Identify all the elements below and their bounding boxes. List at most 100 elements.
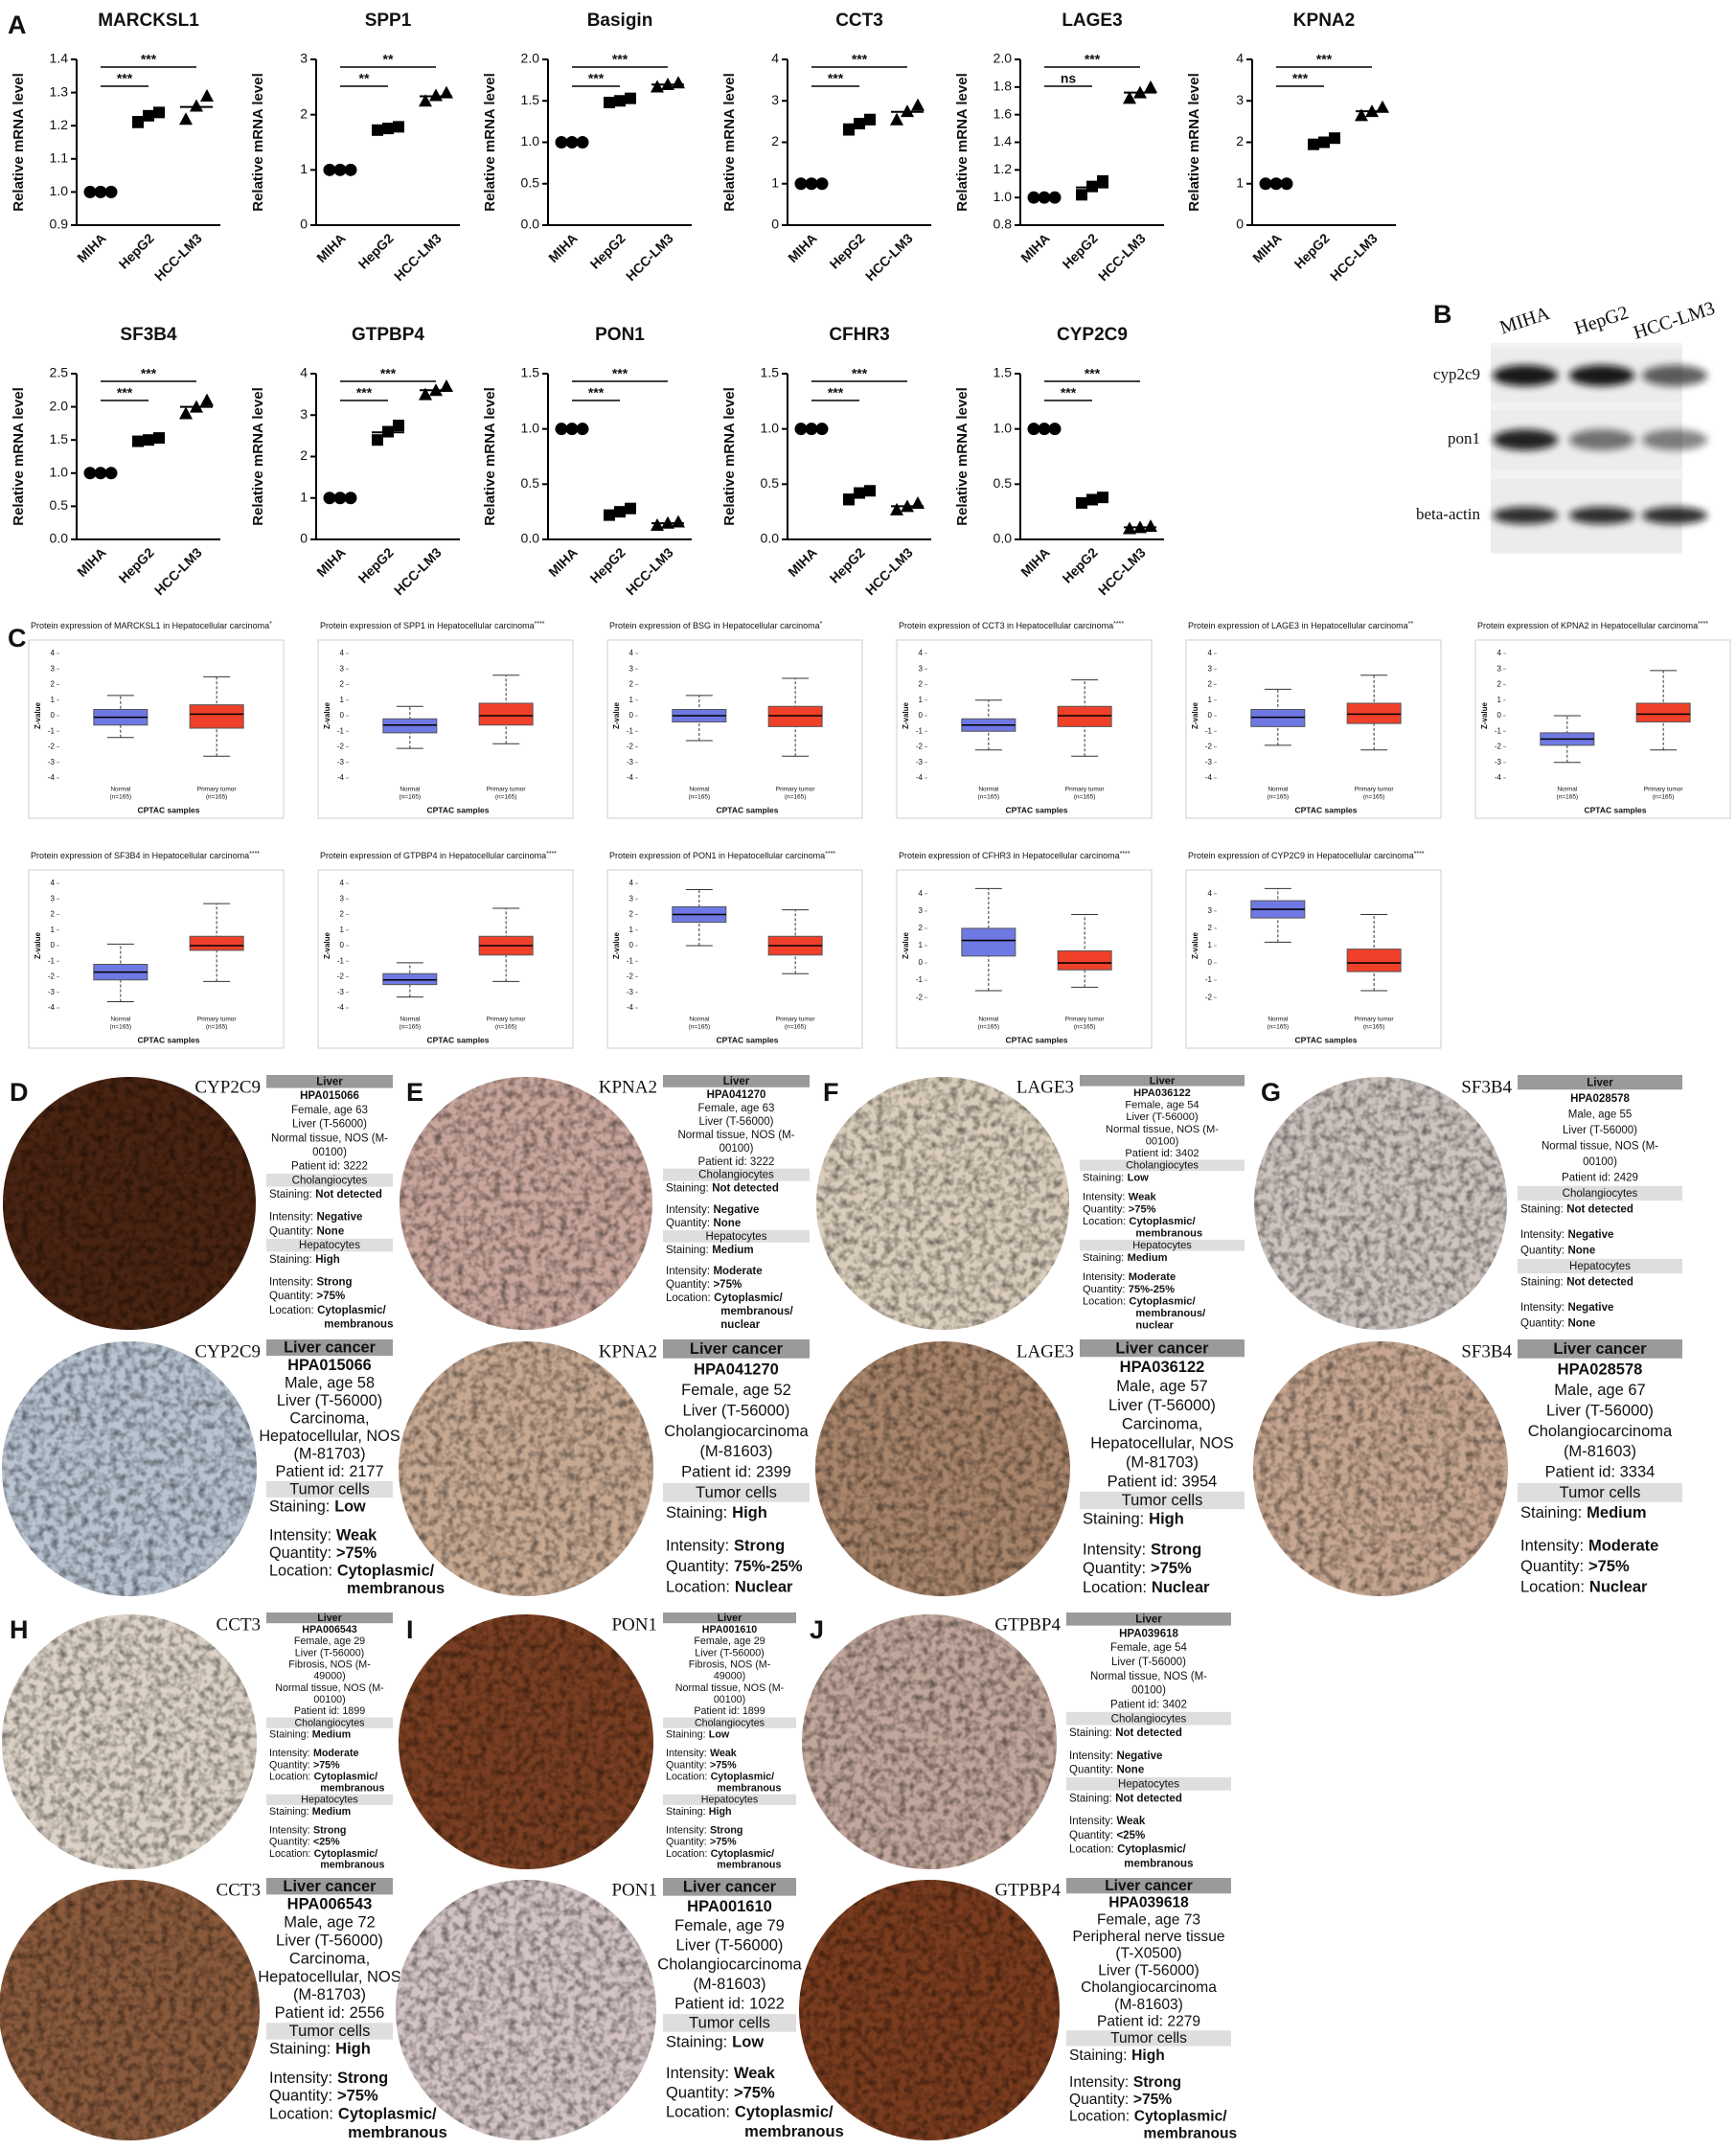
x-tick-note: (n=165): [400, 1024, 422, 1031]
info-row: Quantity: <25%: [269, 1836, 340, 1847]
info-row-value: membranous: [347, 1580, 445, 1597]
x-tick-note: (n=165): [785, 794, 807, 801]
point: [1308, 138, 1319, 150]
y-tick-label: 1: [1497, 696, 1502, 704]
tissue-texture: [2, 1341, 257, 1596]
x-axis-label: CPTAC samples: [1005, 1035, 1067, 1044]
point: [153, 106, 165, 119]
point: [333, 492, 347, 505]
info-row-label: Quantity:: [1083, 1561, 1146, 1578]
info-row: Staining: Not detected: [269, 1189, 382, 1201]
info-header-text: Liver: [1587, 1077, 1613, 1088]
info-row-label: Intensity:: [1520, 1538, 1584, 1555]
info-row-label: Staining:: [666, 1245, 709, 1256]
sample-info: (M-81703): [293, 1446, 365, 1463]
info-row: Intensity: Strong: [269, 2070, 388, 2087]
info-row-value: Cytoplasmic/: [314, 1848, 378, 1860]
y-tick-label: 1: [629, 926, 634, 934]
y-tick-label: 4: [1236, 51, 1244, 66]
point: [190, 400, 203, 413]
title-text: Protein expression of GTPBP4 in Hepatoce…: [320, 851, 546, 860]
section-bar: [1080, 1159, 1245, 1172]
info-row: Quantity: >75%: [666, 2085, 775, 2102]
info-row-value: Cytoplasmic/: [735, 2104, 834, 2121]
point: [179, 406, 193, 420]
info-row-value: Not detected: [1115, 1727, 1182, 1739]
x-tick-note: (n=165): [785, 1024, 807, 1031]
sample-info: Patient id: 2556: [275, 2004, 385, 2022]
info-row-label: Location:: [269, 1305, 314, 1316]
antibody-id: HPA001610: [687, 1898, 772, 1915]
point: [576, 136, 589, 149]
info-row-value: >75%: [337, 2088, 378, 2105]
y-axis-label: Relative mRNA level: [482, 387, 498, 526]
title-text: Protein expression of SPP1 in Hepatocell…: [320, 621, 535, 630]
significance-label: ***: [588, 71, 605, 86]
sample-info: Patient id: 3334: [1545, 1464, 1656, 1481]
y-tick-label: -4: [48, 1003, 56, 1012]
info-row: Staining: High: [269, 2041, 371, 2058]
y-tick-label: 4: [340, 649, 345, 657]
plot-frame: [317, 869, 574, 1049]
info-header-text: Liver cancer: [1105, 1878, 1193, 1894]
info-row: Location: Cytoplasmic/: [1069, 2109, 1227, 2125]
band: [1642, 365, 1707, 386]
section-bar: [663, 1794, 796, 1805]
band: [1569, 429, 1634, 450]
point: [815, 423, 829, 436]
info-row-label: Quantity:: [1083, 1203, 1125, 1215]
y-tick-label: 1.0: [994, 420, 1013, 435]
x-axis-label: CPTAC samples: [716, 1035, 778, 1044]
info-row-value: Strong: [337, 2070, 388, 2087]
x-tick-label: Primary tumor: [487, 787, 527, 793]
point: [794, 423, 808, 436]
sample-info: Fibrosis, NOS (M-: [288, 1659, 371, 1671]
x-tick-note: (n=165): [495, 1024, 517, 1031]
y-tick-label: -4: [1495, 773, 1502, 782]
info-row-value: <25%: [1116, 1830, 1145, 1841]
y-tick-label: 2.0: [521, 51, 540, 66]
section-title: Hepatocytes: [1118, 1779, 1179, 1791]
x-tick-note: (n=165): [1363, 794, 1385, 801]
info-row-value: Moderate: [713, 1266, 762, 1277]
y-tick-label: 0.0: [521, 531, 540, 546]
point: [854, 487, 865, 499]
antibody-id: HPA039618: [1108, 1895, 1189, 1911]
section-bar: [266, 1717, 393, 1728]
point: [805, 177, 818, 191]
info-row-value: None: [316, 1225, 344, 1237]
y-tick-label: 0: [919, 958, 924, 967]
info-row-value: Strong: [1133, 2074, 1181, 2091]
y-tick-label: 4: [1497, 649, 1502, 657]
gene-label: CCT3: [217, 1880, 261, 1900]
info-row-value: Weak: [1129, 1192, 1157, 1203]
y-tick-label: 3: [919, 906, 924, 915]
y-tick-label: 3: [51, 894, 56, 903]
y-tick-label: 3: [1236, 92, 1244, 107]
y-axis-label: Relative mRNA level: [11, 73, 27, 212]
sample-info: Normal tissue, NOS (M-: [1106, 1124, 1219, 1135]
chart-title: LAGE3: [1062, 11, 1122, 31]
point: [901, 499, 914, 513]
section-bar: [663, 1483, 810, 1502]
info-row: Quantity: 75%-25%: [666, 1558, 803, 1575]
sample-info: Female, age 73: [1097, 1911, 1200, 1928]
y-tick-label: -3: [48, 988, 56, 996]
tissue-texture: [816, 1077, 1069, 1330]
section-bar: [266, 1794, 393, 1805]
info-row-label: Quantity:: [1069, 2092, 1129, 2108]
x-tick-label: Primary tumor: [776, 787, 816, 793]
info-row: Intensity: Strong: [1083, 1542, 1201, 1559]
y-tick-label: 1.5: [521, 92, 540, 107]
info-row-label: Intensity:: [666, 1538, 729, 1555]
y-tick-label: 4: [1208, 889, 1213, 898]
info-row-value: membranous: [1135, 1228, 1202, 1240]
y-tick-label: 1: [1236, 174, 1244, 190]
info-header-text: Liver: [723, 1076, 750, 1087]
info-row-value: <25%: [313, 1836, 340, 1847]
panel-letter: B: [1433, 300, 1452, 329]
x-tick-label: HepG2: [1060, 230, 1101, 271]
y-tick-label: -2: [916, 993, 924, 1001]
x-tick-note: (n=165): [1268, 794, 1290, 801]
info-row: Location: Cytoplasmic/: [666, 1292, 784, 1304]
